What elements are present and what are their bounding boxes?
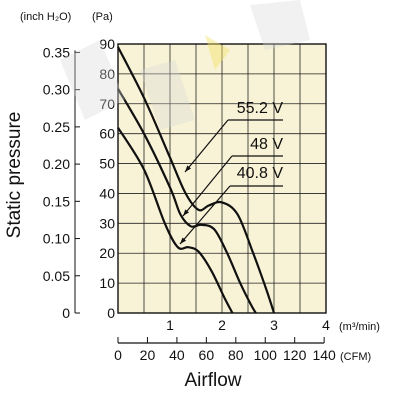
y-tick-label-pa: 10 xyxy=(99,275,115,291)
y-tick-label-pa: 50 xyxy=(99,156,115,172)
x-tick-label-primary: 3 xyxy=(270,317,278,333)
x-tick-label-cfm: 100 xyxy=(254,347,278,363)
y-tick-label-pa: 40 xyxy=(99,185,115,201)
x-tick-label-cfm: 140 xyxy=(312,347,336,363)
series-line-3 xyxy=(117,127,234,314)
y-tick-label-inch: 0.30 xyxy=(43,82,70,98)
x-tick-label-cfm: 80 xyxy=(228,347,244,363)
series-line-2 xyxy=(117,88,257,314)
series-label-2: 48 V xyxy=(250,136,283,153)
y-tick-label-pa: 80 xyxy=(99,66,115,82)
y-tick-label-pa: 90 xyxy=(99,36,115,52)
plot-frame xyxy=(117,43,327,314)
callout-pointer-2 xyxy=(182,155,233,217)
x-tick-label-primary: 4 xyxy=(322,317,330,333)
y-tick-label-inch: 0.20 xyxy=(43,156,70,172)
x-tick-label-primary: 1 xyxy=(166,317,174,333)
x-axis-title: Airflow xyxy=(184,370,241,389)
callout-arrowhead-1 xyxy=(185,165,191,172)
y-tick-label-inch: 0 xyxy=(62,305,70,321)
callout-pointer-1 xyxy=(184,119,229,173)
left-axis-unit: (inch H₂O) xyxy=(20,11,71,23)
right-axis-unit: (Pa) xyxy=(92,11,113,23)
x-tick-label-cfm: 120 xyxy=(283,347,307,363)
x-tick-label-cfm: 60 xyxy=(199,347,215,363)
y-tick-label-pa: 30 xyxy=(99,215,115,231)
series-label-3: 40.8 V xyxy=(237,165,284,182)
y-axis-title: Static pressure xyxy=(4,112,25,239)
y-tick-label-pa: 70 xyxy=(99,96,115,112)
series-label-1: 55.2 V xyxy=(237,100,284,117)
x-unit-primary: (m³/min) xyxy=(339,321,380,333)
x-unit-secondary: (CFM) xyxy=(340,351,371,363)
callout-arrowhead-3 xyxy=(180,237,187,244)
x-tick-label-cfm: 0 xyxy=(114,347,122,363)
y-tick-label-inch: 0.10 xyxy=(43,231,70,247)
y-tick-label-inch: 0.25 xyxy=(43,119,70,135)
callout-pointer-3 xyxy=(179,185,231,245)
x-tick-label-cfm: 20 xyxy=(140,347,156,363)
y-tick-label-inch: 0.35 xyxy=(43,44,70,60)
y-tick-label-pa: 60 xyxy=(99,126,115,142)
x-tick-label-primary: 2 xyxy=(218,317,226,333)
y-tick-label-pa: 20 xyxy=(99,245,115,261)
y-tick-label-inch: 0.15 xyxy=(43,193,70,209)
x-tick-label-cfm: 40 xyxy=(169,347,185,363)
y-tick-label-inch: 0.05 xyxy=(43,268,70,284)
series-line-1 xyxy=(117,46,276,314)
callout-arrowhead-2 xyxy=(183,209,189,216)
y-tick-label-pa: 0 xyxy=(107,305,115,321)
